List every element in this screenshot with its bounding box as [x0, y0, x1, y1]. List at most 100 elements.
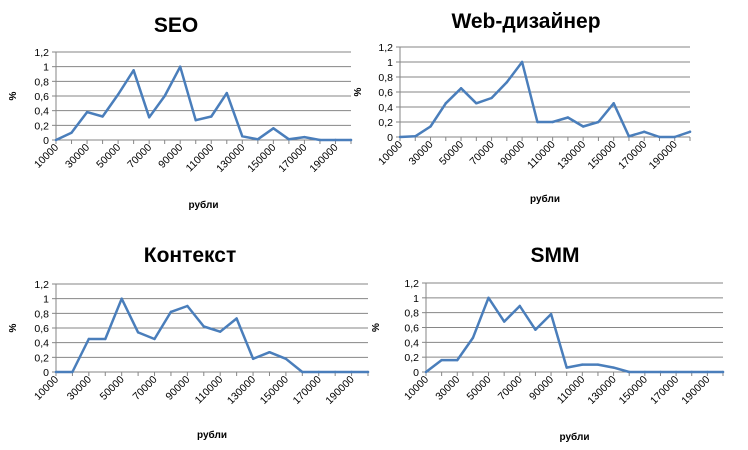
chart-title: SMM: [531, 244, 580, 267]
x-tick-label: 130000: [555, 139, 588, 172]
x-tick-label: 130000: [225, 374, 258, 407]
data-point: [690, 370, 693, 374]
data-point: [534, 328, 537, 331]
data-point: [440, 358, 443, 362]
data-point: [225, 91, 228, 95]
x-tick-label: 30000: [63, 142, 92, 171]
data-point: [627, 135, 631, 138]
data-point: [219, 330, 222, 333]
x-tick-label: 110000: [193, 374, 226, 407]
x-tick-label: 30000: [407, 139, 436, 168]
chart-title: Контекст: [144, 244, 237, 267]
data-point: [104, 337, 107, 341]
x-tick-label: 110000: [555, 374, 588, 407]
chart-title: Web-дизайнер: [451, 10, 600, 33]
y-tick-label: 0,4: [34, 106, 49, 118]
data-point: [566, 116, 570, 119]
data-point: [459, 87, 463, 90]
data-point: [502, 320, 506, 323]
data-point: [350, 370, 353, 374]
x-tick-label: 150000: [586, 139, 619, 172]
x-tick-label: 30000: [65, 374, 94, 403]
data-point: [688, 130, 692, 133]
x-tick-label: 170000: [291, 374, 324, 407]
x-tick-label: 190000: [647, 139, 680, 172]
y-tick-label: 0: [413, 367, 419, 379]
y-axis-label: %: [371, 323, 382, 332]
y-tick-label: 0,6: [404, 323, 419, 335]
data-point: [414, 135, 417, 138]
x-tick-label: 50000: [465, 374, 494, 403]
data-point: [153, 337, 156, 341]
x-tick-label: 50000: [94, 142, 123, 171]
x-tick-label: 170000: [616, 139, 649, 172]
data-point: [366, 370, 370, 374]
data-point: [596, 363, 600, 366]
data-point: [202, 325, 205, 328]
data-point: [349, 138, 353, 142]
x-tick-label: 90000: [156, 142, 185, 171]
y-tick-label: 0,8: [34, 76, 49, 88]
y-tick-label: 0,6: [378, 87, 393, 99]
y-tick-label: 0: [387, 132, 393, 144]
data-point: [87, 337, 91, 341]
data-point: [70, 131, 73, 134]
x-tick-label: 110000: [525, 139, 558, 172]
data-point: [487, 296, 490, 300]
data-point: [303, 135, 306, 139]
x-tick-label: 90000: [498, 139, 527, 168]
data-point: [424, 370, 428, 374]
y-tick-label: 0,2: [404, 352, 419, 364]
data-point: [628, 370, 631, 374]
chart-title: SEO: [154, 14, 198, 37]
y-tick-label: 0,8: [378, 72, 393, 84]
data-point: [643, 370, 647, 374]
y-axis-label: %: [8, 323, 19, 332]
data-point: [581, 363, 584, 366]
data-point: [612, 366, 615, 369]
series-line: [54, 297, 370, 374]
data-point: [256, 138, 260, 141]
x-tick-label: 130000: [585, 374, 618, 407]
series-line: [424, 296, 725, 374]
x-tick-label: 70000: [496, 374, 525, 403]
y-tick-label: 0,6: [34, 91, 49, 103]
data-point: [505, 81, 509, 84]
x-tick-label: 150000: [258, 374, 291, 407]
y-tick-label: 0: [43, 367, 49, 379]
x-tick-label: 190000: [307, 142, 340, 175]
data-point: [284, 357, 288, 360]
data-point: [581, 125, 585, 128]
data-point: [179, 65, 182, 68]
data-point: [520, 60, 524, 64]
y-tick-label: 0,8: [404, 308, 419, 320]
y-tick-label: 0: [43, 135, 49, 147]
data-point: [120, 297, 123, 300]
y-tick-label: 0,4: [34, 338, 49, 350]
y-axis-label: %: [353, 87, 364, 96]
data-point: [518, 304, 521, 308]
data-point: [456, 358, 459, 362]
data-point: [659, 370, 662, 374]
data-point: [490, 96, 493, 100]
data-point: [597, 120, 600, 124]
y-tick-label: 1,2: [378, 42, 393, 54]
x-tick-label: 130000: [214, 142, 247, 175]
data-point: [241, 135, 244, 138]
data-point: [317, 370, 320, 374]
data-point: [429, 125, 432, 128]
x-tick-label: 50000: [98, 374, 127, 403]
data-point: [210, 115, 213, 118]
x-axis-label: рубли: [560, 431, 590, 443]
y-tick-label: 0,4: [404, 337, 419, 349]
data-point: [475, 102, 478, 105]
data-point: [116, 93, 120, 96]
y-tick-label: 1: [387, 57, 393, 69]
data-point: [673, 135, 676, 139]
x-tick-label: 70000: [468, 139, 497, 168]
y-tick-label: 0,2: [34, 120, 49, 132]
data-point: [643, 130, 646, 133]
x-tick-label: 90000: [527, 374, 556, 403]
y-tick-label: 0,8: [34, 308, 49, 320]
